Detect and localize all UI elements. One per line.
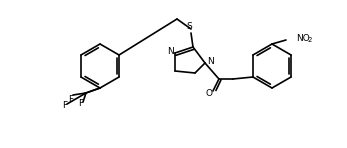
Text: N: N [167,46,174,56]
Text: O: O [205,89,212,98]
Text: 2: 2 [308,37,312,43]
Text: F: F [78,99,84,108]
Text: S: S [186,21,192,30]
Text: F: F [68,95,74,104]
Text: NO: NO [296,33,310,42]
Text: N: N [206,57,213,66]
Text: F: F [62,102,68,111]
